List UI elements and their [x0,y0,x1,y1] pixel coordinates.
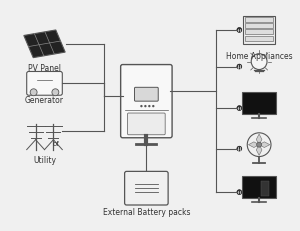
Circle shape [237,64,242,69]
Circle shape [140,105,142,107]
FancyBboxPatch shape [128,113,165,135]
Text: Home Appliances: Home Appliances [226,52,292,61]
Text: of: of [53,141,60,147]
Circle shape [256,142,262,147]
Polygon shape [248,142,259,148]
Text: Utility: Utility [33,155,56,164]
Text: PV Panel: PV Panel [28,64,61,73]
Circle shape [247,133,271,157]
Text: Generator: Generator [25,96,64,105]
Polygon shape [259,142,270,148]
Circle shape [237,106,242,111]
Polygon shape [256,134,262,145]
Bar [245,23,273,28]
Circle shape [237,146,242,151]
Bar [245,30,273,34]
FancyBboxPatch shape [124,171,168,205]
FancyBboxPatch shape [121,65,172,138]
FancyBboxPatch shape [27,71,62,95]
Bar [242,92,276,114]
Circle shape [30,89,37,96]
Circle shape [152,105,154,107]
Bar [243,16,275,44]
Circle shape [148,105,151,107]
Polygon shape [24,30,65,58]
FancyBboxPatch shape [134,87,158,101]
Circle shape [144,105,147,107]
Circle shape [237,190,242,195]
Polygon shape [256,145,262,155]
Circle shape [52,89,59,96]
Bar [261,181,269,196]
Bar [242,176,276,198]
Bar [245,17,273,21]
Text: External Battery packs: External Battery packs [103,208,190,217]
Circle shape [251,54,267,70]
Circle shape [237,27,242,32]
Bar [245,36,273,41]
